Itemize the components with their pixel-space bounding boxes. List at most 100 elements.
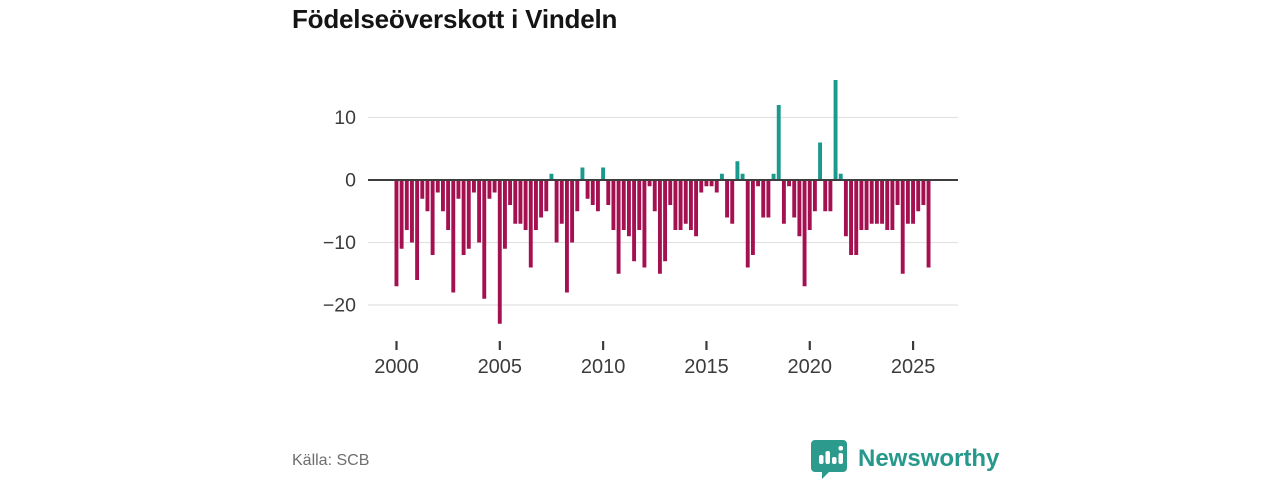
bar-2018-q4 bbox=[781, 180, 786, 224]
bar-2000-q3 bbox=[404, 180, 409, 230]
bar-2015-q3 bbox=[714, 180, 719, 193]
bar-2007-q4 bbox=[554, 180, 559, 243]
bar-2002-q4 bbox=[451, 180, 456, 293]
bar-2001-q1 bbox=[415, 180, 420, 280]
bar-2012-q2 bbox=[647, 180, 652, 187]
bar-2025-q2 bbox=[916, 180, 921, 212]
bar-2008-q1 bbox=[559, 180, 564, 224]
bar-2012-q1 bbox=[642, 180, 647, 268]
bar-2003-q2 bbox=[461, 180, 466, 255]
x-tick-label: 2005 bbox=[478, 356, 523, 378]
bar-2007-q1 bbox=[539, 180, 544, 218]
x-tick-label: 2025 bbox=[891, 356, 936, 378]
bar-2022-q3 bbox=[859, 180, 864, 230]
y-tick-label: −20 bbox=[323, 295, 356, 317]
x-tick-label: 2010 bbox=[581, 356, 626, 378]
bar-2014-q1 bbox=[683, 180, 688, 224]
bar-2013-q3 bbox=[673, 180, 678, 230]
bar-2018-q3 bbox=[776, 105, 781, 180]
bar-2007-q2 bbox=[544, 180, 549, 212]
bar-2018-q1 bbox=[766, 180, 771, 218]
bar-2015-q1 bbox=[704, 180, 709, 187]
bar-2020-q1 bbox=[807, 180, 812, 230]
bar-2020-q4 bbox=[823, 180, 828, 212]
bar-2024-q3 bbox=[900, 180, 905, 274]
bar-2018-q2 bbox=[771, 173, 776, 180]
bar-2010-q2 bbox=[606, 180, 611, 205]
bar-2016-q3 bbox=[735, 161, 740, 180]
bar-2003-q1 bbox=[456, 180, 461, 199]
bar-2019-q4 bbox=[802, 180, 807, 287]
bar-2021-q2 bbox=[833, 80, 838, 180]
bar-2010-q3 bbox=[611, 180, 616, 230]
source-text: Källa: SCB bbox=[292, 452, 370, 469]
bar-2012-q3 bbox=[652, 180, 657, 212]
bar-2025-q3 bbox=[921, 180, 926, 205]
y-tick-label: −10 bbox=[323, 232, 356, 254]
bar-2020-q3 bbox=[818, 142, 823, 180]
x-tick-label: 2015 bbox=[684, 356, 729, 378]
bar-2002-q3 bbox=[446, 180, 451, 230]
bar-2017-q4 bbox=[761, 180, 766, 218]
bar-2000-q2 bbox=[399, 180, 404, 249]
bar-2004-q2 bbox=[482, 180, 487, 299]
x-tick-label: 2000 bbox=[374, 356, 419, 378]
bar-2016-q2 bbox=[730, 180, 735, 224]
newsworthy-logo: Newsworthy bbox=[810, 438, 999, 479]
bar-2013-q4 bbox=[678, 180, 683, 230]
bar-2017-q1 bbox=[745, 180, 750, 268]
bar-2017-q2 bbox=[750, 180, 755, 255]
bar-2008-q2 bbox=[564, 180, 569, 293]
bar-2010-q4 bbox=[616, 180, 621, 274]
bar-2004-q1 bbox=[477, 180, 482, 243]
bar-2016-q4 bbox=[740, 173, 745, 180]
bar-2009-q3 bbox=[590, 180, 595, 205]
bar-2021-q3 bbox=[838, 173, 843, 180]
bar-2000-q4 bbox=[409, 180, 414, 243]
bar-2001-q4 bbox=[430, 180, 435, 255]
bar-2004-q4 bbox=[492, 180, 497, 193]
bar-2019-q3 bbox=[797, 180, 802, 237]
bar-2025-q1 bbox=[911, 180, 915, 224]
bar-2025-q4 bbox=[926, 180, 931, 268]
bar-2008-q3 bbox=[570, 180, 575, 243]
bar-2006-q2 bbox=[523, 180, 528, 230]
bar-chart-speech-bubble-icon bbox=[811, 440, 847, 479]
bar-2023-q3 bbox=[880, 180, 885, 224]
bar-2009-q1 bbox=[580, 167, 585, 180]
bar-2024-q1 bbox=[890, 180, 895, 230]
bar-2005-q2 bbox=[502, 180, 507, 249]
bar-2011-q1 bbox=[621, 180, 626, 230]
bar-2022-q2 bbox=[854, 180, 859, 255]
bar-2021-q1 bbox=[828, 180, 833, 212]
bar-2001-q2 bbox=[420, 180, 425, 199]
bar-2019-q2 bbox=[792, 180, 797, 218]
y-tick-label: 10 bbox=[334, 107, 356, 129]
y-tick-label: 0 bbox=[345, 170, 356, 192]
bar-2011-q2 bbox=[626, 180, 631, 237]
bar-2022-q4 bbox=[864, 180, 869, 230]
bar-2021-q4 bbox=[843, 180, 848, 237]
bar-2009-q4 bbox=[595, 180, 600, 212]
bar-2006-q4 bbox=[533, 180, 538, 230]
bar-2008-q4 bbox=[575, 180, 580, 212]
bar-2010-q1 bbox=[601, 167, 606, 180]
brand-name: Newsworthy bbox=[858, 444, 1000, 472]
bar-2017-q3 bbox=[756, 180, 761, 187]
bar-2002-q1 bbox=[435, 180, 440, 193]
bar-2022-q1 bbox=[849, 180, 854, 255]
bar-2014-q4 bbox=[699, 180, 704, 193]
bar-2003-q4 bbox=[471, 180, 476, 193]
bar-2015-q4 bbox=[719, 173, 724, 180]
bar-2005-q4 bbox=[513, 180, 518, 224]
bar-2013-q2 bbox=[668, 180, 673, 205]
bar-2013-q1 bbox=[663, 180, 668, 262]
bar-2024-q4 bbox=[905, 180, 910, 224]
bar-2012-q4 bbox=[657, 180, 662, 274]
bar-2000-q1 bbox=[394, 180, 399, 287]
bar-2001-q3 bbox=[425, 180, 430, 212]
bar-2011-q3 bbox=[632, 180, 637, 262]
bar-2006-q3 bbox=[528, 180, 533, 268]
